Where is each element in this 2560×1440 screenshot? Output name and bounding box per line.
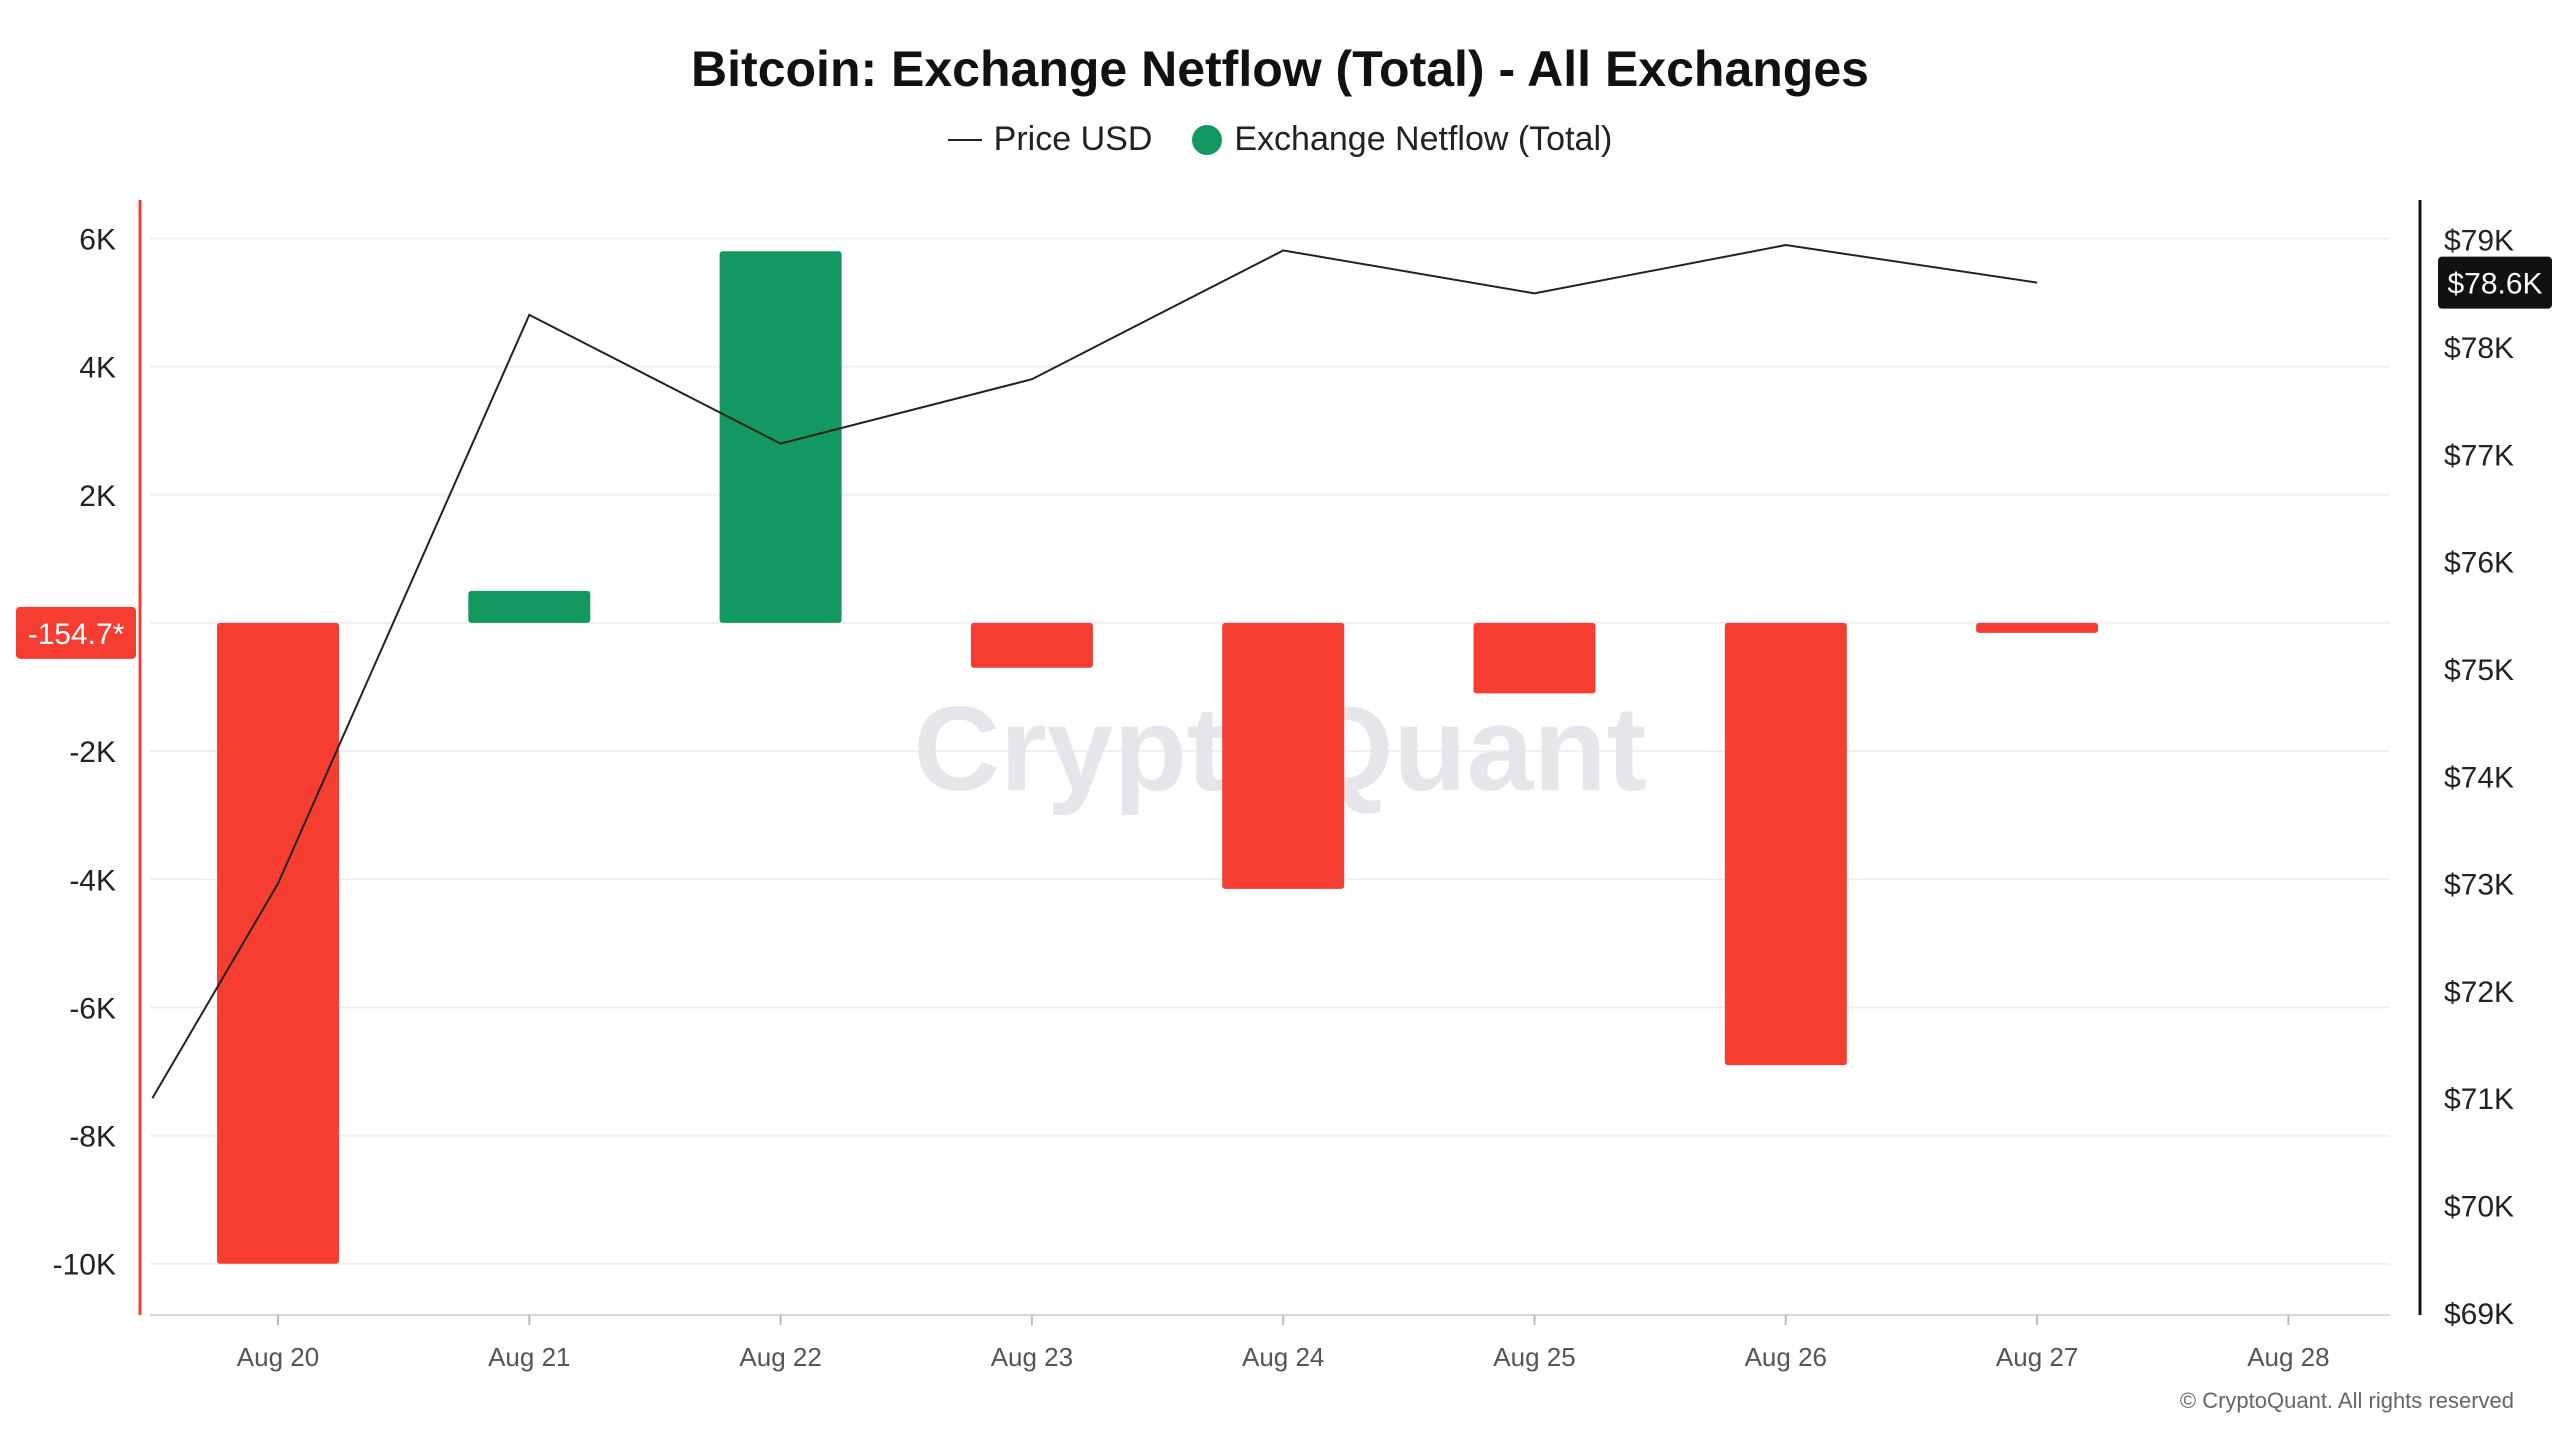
legend-label-price: Price USD <box>993 120 1153 158</box>
current-price-label: $78.6K <box>2447 268 2542 301</box>
legend-dot-icon <box>1192 124 1223 155</box>
right-tick-label: $76K <box>2444 547 2514 580</box>
left-tick-label: -8K <box>69 1121 116 1154</box>
left-tick-label: -10K <box>53 1249 116 1282</box>
legend-item-netflow[interactable]: Exchange Netflow (Total) <box>1192 120 1612 159</box>
netflow-bar[interactable] <box>1473 622 1596 694</box>
left-tick-label: 4K <box>79 352 116 385</box>
legend-item-price[interactable]: Price USD <box>947 120 1153 159</box>
right-tick-label: $77K <box>2444 439 2514 472</box>
current-netflow-label: -154.7* <box>28 618 125 651</box>
right-tick-label: $71K <box>2444 1083 2514 1116</box>
left-tick-label: -6K <box>69 992 116 1025</box>
right-tick-label: $69K <box>2444 1298 2514 1331</box>
netflow-bar[interactable] <box>1976 622 2099 633</box>
x-tick-label: Aug 22 <box>739 1342 821 1372</box>
netflow-bar[interactable] <box>970 622 1093 668</box>
x-tick-label: Aug 21 <box>488 1342 570 1372</box>
left-tick-label: 2K <box>79 480 116 513</box>
right-tick-label: $72K <box>2444 976 2514 1009</box>
chart-title: Bitcoin: Exchange Netflow (Total) - All … <box>691 41 1869 97</box>
netflow-bar[interactable] <box>1724 622 1847 1066</box>
left-tick-label: 6K <box>79 223 116 256</box>
legend-label-netflow: Exchange Netflow (Total) <box>1234 120 1613 158</box>
netflow-bar[interactable] <box>468 590 591 623</box>
right-tick-label: $75K <box>2444 654 2514 687</box>
x-tick-label: Aug 23 <box>991 1342 1073 1372</box>
x-tick-label: Aug 28 <box>2247 1342 2329 1372</box>
right-tick-label: $78K <box>2444 332 2514 365</box>
current-price-badge <box>2438 256 2552 309</box>
legend: Price USD Exchange Netflow (Total) <box>0 120 2560 159</box>
copyright-notice: © CryptoQuant. All rights reserved <box>2179 1388 2514 1413</box>
price-line[interactable] <box>151 244 2038 1099</box>
right-tick-label: $74K <box>2444 761 2514 794</box>
x-tick-label: Aug 26 <box>1745 1342 1827 1372</box>
legend-line-icon <box>947 138 982 141</box>
left-tick-label: -4K <box>69 864 116 897</box>
x-tick-label: Aug 20 <box>237 1342 319 1372</box>
netflow-bar[interactable] <box>719 251 842 623</box>
x-tick-label: Aug 27 <box>1996 1342 2078 1372</box>
right-tick-label: $70K <box>2444 1191 2514 1224</box>
x-tick-label: Aug 25 <box>1493 1342 1575 1372</box>
current-netflow-badge <box>16 606 136 659</box>
netflow-bar[interactable] <box>1222 622 1345 889</box>
netflow-bar[interactable] <box>217 622 339 1264</box>
x-tick-label: Aug 24 <box>1242 1342 1324 1372</box>
left-tick-label: -2K <box>69 736 116 769</box>
right-tick-label: $73K <box>2444 869 2514 902</box>
right-tick-label: $79K <box>2444 225 2514 258</box>
